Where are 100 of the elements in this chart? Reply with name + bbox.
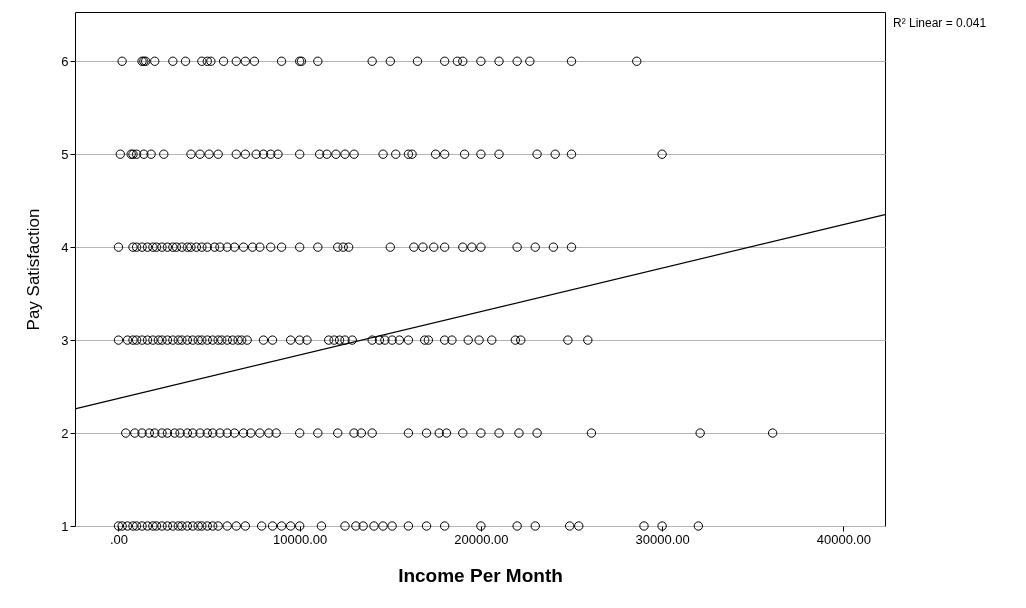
point (467, 242, 477, 252)
point (378, 149, 388, 159)
point (240, 149, 251, 159)
point (532, 428, 542, 438)
point (349, 149, 359, 159)
point (407, 149, 417, 159)
point (476, 56, 486, 66)
point (271, 428, 281, 438)
point (148, 242, 158, 252)
point (267, 335, 278, 345)
point (191, 242, 202, 252)
point (586, 428, 597, 438)
point (639, 521, 649, 531)
point (122, 521, 133, 531)
point (137, 335, 147, 345)
point (266, 242, 276, 252)
point (159, 149, 169, 159)
x-tick-label: 40000.00 (816, 531, 871, 547)
point (374, 335, 385, 345)
y-tick-label: 4 (61, 239, 69, 255)
point (340, 335, 350, 345)
point (255, 242, 265, 252)
point (476, 242, 486, 252)
point (117, 521, 127, 531)
point (195, 428, 205, 438)
point (242, 335, 252, 345)
point (208, 428, 218, 438)
point (295, 149, 305, 159)
point (403, 335, 414, 345)
point (447, 335, 457, 345)
point (423, 335, 434, 345)
point (180, 56, 191, 66)
point (137, 242, 147, 252)
point (421, 521, 432, 531)
point (233, 335, 243, 345)
point (157, 335, 167, 345)
point (182, 428, 193, 438)
point (173, 335, 183, 345)
point (142, 242, 153, 252)
point (222, 521, 232, 531)
point (173, 521, 183, 531)
point (439, 521, 450, 531)
point (452, 56, 463, 66)
point (142, 521, 153, 531)
point (548, 242, 559, 252)
point (115, 149, 125, 159)
point (217, 335, 227, 345)
point (151, 242, 162, 252)
point (550, 149, 560, 159)
point (231, 56, 241, 66)
point (295, 521, 305, 531)
point (333, 428, 343, 438)
point (146, 149, 156, 159)
point (197, 56, 207, 66)
point (113, 242, 124, 252)
point (215, 242, 225, 252)
y-tick-label: 2 (61, 425, 69, 441)
point (367, 335, 377, 345)
point (162, 335, 173, 345)
point (188, 335, 198, 345)
point (142, 335, 153, 345)
point (202, 56, 212, 66)
point (186, 242, 196, 252)
point (193, 521, 203, 531)
point (476, 428, 486, 438)
point (202, 242, 212, 252)
text: R² Linear = 0.041 (893, 16, 987, 30)
point (403, 428, 414, 438)
point (474, 335, 484, 345)
point (566, 242, 577, 252)
point (157, 428, 167, 438)
point (767, 428, 778, 438)
x-tick-label: .00 (109, 531, 129, 547)
point (313, 428, 323, 438)
point (206, 56, 216, 66)
point (430, 149, 441, 159)
point (285, 521, 296, 531)
point (439, 335, 450, 345)
point (340, 149, 350, 159)
point (494, 428, 504, 438)
point (295, 242, 305, 252)
point (258, 335, 269, 345)
point (131, 521, 142, 531)
point (171, 242, 182, 252)
point (157, 242, 167, 252)
point (530, 521, 540, 531)
point (295, 335, 305, 345)
point (349, 428, 359, 438)
point (131, 242, 142, 252)
point (458, 56, 468, 66)
point (429, 242, 439, 252)
point (186, 149, 196, 159)
point (434, 428, 444, 438)
point (516, 335, 526, 345)
point (367, 428, 377, 438)
point (197, 242, 207, 252)
point (247, 242, 258, 252)
point (177, 521, 187, 531)
point (351, 521, 361, 531)
point (256, 521, 267, 531)
